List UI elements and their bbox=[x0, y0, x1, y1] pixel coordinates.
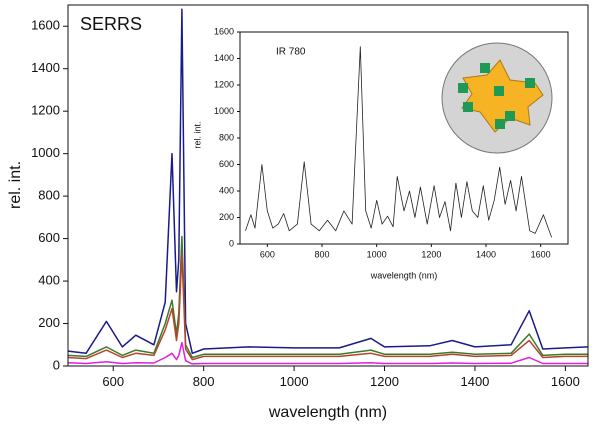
series-line bbox=[67, 252, 588, 361]
x-tick-label: 1000 bbox=[280, 374, 309, 389]
y-tick-label: 0 bbox=[229, 238, 234, 248]
y-tick-label: 400 bbox=[38, 272, 60, 287]
y-tick-label: 1600 bbox=[214, 26, 234, 36]
y-tick-label: 1400 bbox=[31, 60, 60, 75]
x-tick-label: 1200 bbox=[421, 249, 441, 259]
diagram-square bbox=[495, 119, 505, 129]
annotation: IR 780 bbox=[276, 47, 306, 58]
y-tick-label: 200 bbox=[219, 212, 234, 222]
diagram-square bbox=[525, 78, 535, 88]
series-line bbox=[245, 46, 552, 238]
x-tick-label: 1400 bbox=[460, 374, 489, 389]
x-tick-label: 600 bbox=[102, 374, 124, 389]
x-tick-label: 1200 bbox=[370, 374, 399, 389]
y-tick-label: 600 bbox=[38, 230, 60, 245]
y-tick-label: 400 bbox=[219, 185, 234, 195]
y-tick-label: 200 bbox=[38, 315, 60, 330]
y-axis-label: rel. int. bbox=[7, 161, 24, 209]
y-tick-label: 1600 bbox=[31, 18, 60, 33]
x-axis-label: wavelength (nm) bbox=[268, 404, 387, 421]
y-tick-label: 1000 bbox=[214, 106, 234, 116]
diagram-square bbox=[505, 111, 515, 121]
series-line bbox=[67, 235, 588, 359]
y-tick-label: 600 bbox=[219, 159, 234, 169]
diagram-square bbox=[480, 63, 490, 73]
x-tick-label: 800 bbox=[193, 374, 215, 389]
series-line bbox=[67, 341, 588, 365]
y-tick-label: 0 bbox=[53, 357, 60, 372]
y-tick-label: 800 bbox=[38, 188, 60, 203]
plot-frame bbox=[239, 31, 569, 245]
x-tick-label: 1000 bbox=[367, 249, 387, 259]
x-tick-label: 1600 bbox=[551, 374, 580, 389]
x-tick-label: 1400 bbox=[476, 249, 496, 259]
diagram-square bbox=[463, 102, 473, 112]
x-tick-label: 800 bbox=[314, 249, 329, 259]
x-axis-label: wavelength (nm) bbox=[370, 270, 438, 280]
y-tick-label: 1000 bbox=[31, 145, 60, 160]
x-tick-label: 600 bbox=[260, 249, 275, 259]
diagram-square bbox=[458, 83, 468, 93]
particle-diagram bbox=[441, 42, 553, 154]
y-axis-label: rel. int. bbox=[192, 121, 202, 148]
diagram-square bbox=[494, 86, 504, 96]
y-tick-label: 1200 bbox=[31, 103, 60, 118]
annotation: SERRS bbox=[80, 14, 142, 34]
series-line bbox=[67, 8, 589, 355]
plot-frame bbox=[67, 4, 589, 367]
y-tick-label: 1200 bbox=[214, 79, 234, 89]
y-tick-label: 800 bbox=[219, 132, 234, 142]
x-tick-label: 1600 bbox=[531, 249, 551, 259]
y-tick-label: 1400 bbox=[214, 53, 234, 63]
